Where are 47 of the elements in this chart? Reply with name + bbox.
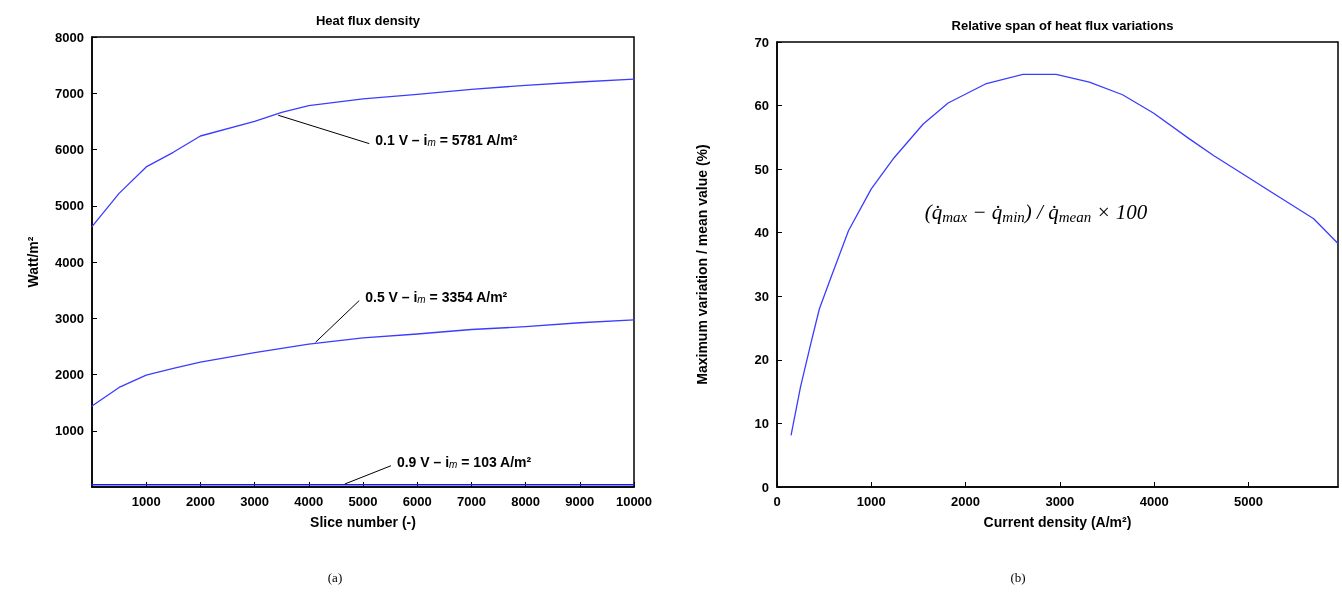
y-tick-label: 60 — [754, 98, 769, 114]
annotation: 0.5 V – im = 3354 A/m² — [365, 288, 508, 306]
y-tick-label: 4000 — [55, 254, 84, 270]
y-tick-label: 30 — [754, 288, 769, 304]
y-tick-label: 2000 — [55, 367, 84, 382]
y-tick-label: 0 — [761, 479, 769, 495]
x-tick-label: 4000 — [1139, 494, 1169, 509]
annotation: 0.9 V – im = 103 A/m² — [396, 453, 532, 471]
x-tick-label: 5000 — [348, 494, 378, 509]
x-tick-label: 10000 — [615, 494, 653, 509]
line-series — [91, 78, 635, 228]
x-tick-label: 6000 — [402, 494, 432, 509]
x-axis-title: Slice number (-) — [310, 514, 416, 530]
x-tick-label: 9000 — [565, 494, 595, 509]
y-tick-label: 70 — [754, 34, 769, 50]
x-tick-label: 3000 — [1045, 494, 1075, 509]
x-tick-label: 2000 — [185, 494, 215, 509]
x-tick-label: 0 — [773, 494, 781, 509]
chart-title: Relative span of heat flux variations — [951, 18, 1174, 33]
line-series — [790, 73, 1339, 436]
y-axis-title: Watt/m² — [25, 236, 41, 288]
x-tick-label: 1000 — [131, 494, 161, 509]
y-tick-label: 8000 — [55, 29, 84, 45]
text: (a) — [327, 569, 343, 585]
x-tick-label: 7000 — [456, 494, 486, 509]
x-axis-title: Current density (A/m²) — [983, 514, 1132, 530]
x-tick-label: 8000 — [511, 494, 541, 509]
y-tick-label: 5000 — [55, 198, 84, 214]
y-tick-label: 1000 — [55, 423, 84, 439]
annotation: 0.1 V – im = 5781 A/m² — [375, 131, 518, 149]
y-tick-label: 50 — [754, 161, 769, 177]
x-tick-label: 4000 — [294, 494, 324, 509]
y-axis-title: Maximum variation / mean value (%) — [694, 144, 710, 385]
y-tick-label: 40 — [754, 225, 769, 241]
annotation: (q̇max − q̇min) / q̇mean × 100 — [924, 200, 1148, 225]
x-tick-label: 3000 — [240, 494, 270, 509]
x-tick-label: 2000 — [951, 494, 981, 509]
y-tick-label: 20 — [754, 352, 769, 368]
chart-title: Heat flux density — [315, 13, 421, 28]
text: (b) — [1010, 569, 1026, 585]
x-tick-label: 1000 — [856, 494, 886, 509]
y-tick-label: 6000 — [55, 142, 84, 157]
x-tick-label: 5000 — [1233, 494, 1263, 509]
y-tick-label: 7000 — [55, 85, 84, 101]
y-tick-label: 3000 — [55, 310, 84, 326]
y-tick-label: 10 — [754, 415, 769, 431]
line-series — [91, 319, 635, 407]
